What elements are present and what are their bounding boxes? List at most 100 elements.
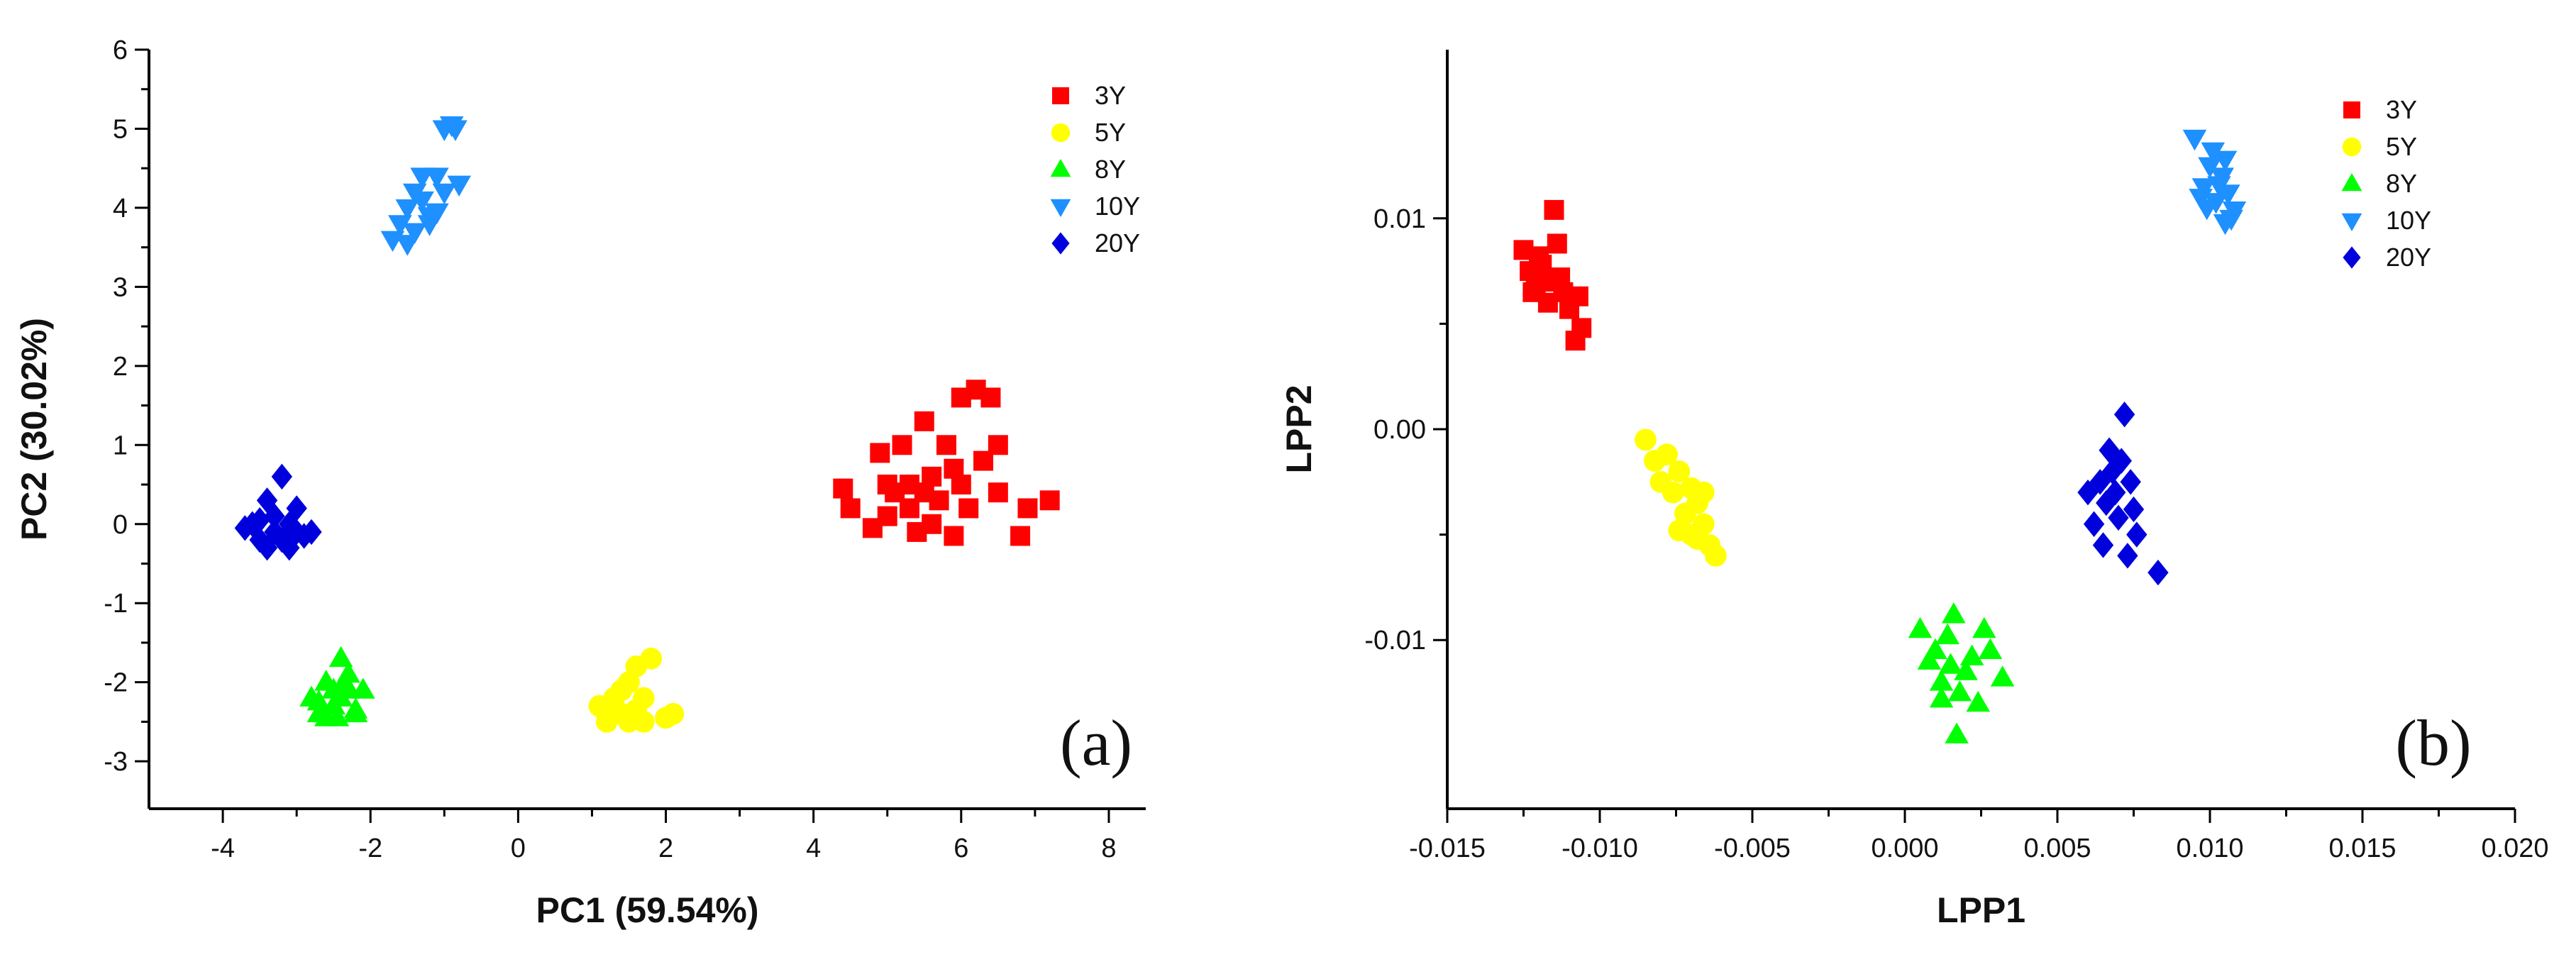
data-point-3Y bbox=[1547, 233, 1567, 254]
data-point-8Y bbox=[321, 677, 346, 699]
data-point-5Y bbox=[1662, 481, 1684, 504]
y-tick-label: 0 bbox=[113, 510, 128, 540]
data-point-10Y bbox=[432, 183, 457, 205]
data-point-20Y bbox=[2077, 479, 2099, 506]
legend-marker-5Y bbox=[1051, 123, 1071, 143]
data-point-3Y bbox=[840, 498, 861, 519]
data-point-20Y bbox=[293, 523, 315, 549]
data-point-8Y bbox=[1923, 638, 1947, 659]
data-point-5Y bbox=[1680, 477, 1703, 499]
data-point-20Y bbox=[2108, 504, 2129, 531]
data-point-8Y bbox=[1908, 616, 1933, 638]
data-point-20Y bbox=[271, 526, 293, 553]
data-point-3Y bbox=[1568, 286, 1588, 306]
data-point-20Y bbox=[271, 463, 293, 490]
series-3Y bbox=[833, 380, 1060, 546]
x-tick-label: 0 bbox=[511, 834, 526, 863]
data-point-8Y bbox=[1966, 690, 1990, 712]
y-tick-label: 3 bbox=[113, 272, 128, 302]
x-tick-label: -0.015 bbox=[1409, 834, 1486, 863]
legend-marker-20Y bbox=[1051, 232, 1070, 255]
data-point-8Y bbox=[1947, 680, 1972, 702]
data-point-20Y bbox=[301, 519, 322, 546]
data-point-8Y bbox=[343, 701, 368, 723]
data-point-5Y bbox=[662, 702, 685, 725]
data-point-8Y bbox=[1954, 659, 1978, 680]
data-point-5Y bbox=[1635, 428, 1657, 451]
y-tick-label: 0.00 bbox=[1373, 415, 1426, 445]
y-tick-label: -2 bbox=[104, 668, 128, 698]
data-point-5Y bbox=[1656, 443, 1679, 466]
data-point-3Y bbox=[1017, 498, 1038, 519]
data-point-8Y bbox=[1942, 602, 1966, 624]
data-point-8Y bbox=[1990, 665, 2015, 687]
x-tick-label: 0.005 bbox=[2023, 834, 2091, 863]
data-point-10Y bbox=[2191, 178, 2216, 199]
data-point-8Y bbox=[1959, 644, 1984, 665]
data-point-8Y bbox=[1935, 623, 1959, 645]
series-20Y bbox=[234, 463, 322, 561]
data-point-3Y bbox=[1532, 255, 1552, 275]
panel-label: (b) bbox=[2395, 707, 2471, 779]
x-tick-label: 0.000 bbox=[1871, 834, 1938, 863]
data-point-20Y bbox=[2105, 479, 2126, 506]
x-tick-label: 4 bbox=[806, 834, 821, 863]
legend-label: 8Y bbox=[1095, 155, 1126, 184]
legend: 3Y 5Y 8Y 10Y 20Y bbox=[2341, 95, 2431, 272]
legend-label: 20Y bbox=[2386, 243, 2431, 272]
legend-marker-20Y bbox=[2343, 246, 2361, 269]
data-point-5Y bbox=[632, 710, 655, 733]
data-point-3Y bbox=[951, 387, 971, 408]
data-point-10Y bbox=[395, 235, 420, 256]
data-point-10Y bbox=[425, 203, 449, 224]
y-tick-label: -3 bbox=[104, 747, 128, 777]
data-point-3Y bbox=[833, 478, 853, 499]
legend-marker-8Y bbox=[1050, 159, 1071, 177]
data-point-20Y bbox=[2147, 559, 2169, 586]
series-8Y bbox=[299, 646, 375, 726]
data-point-8Y bbox=[1945, 722, 1969, 743]
series-8Y bbox=[1908, 602, 2015, 743]
x-tick-label: -0.005 bbox=[1714, 834, 1791, 863]
series-20Y bbox=[2077, 401, 2169, 586]
y-tick-label: 5 bbox=[113, 114, 128, 144]
data-point-3Y bbox=[980, 387, 1001, 408]
data-point-10Y bbox=[443, 120, 468, 141]
data-point-10Y bbox=[447, 175, 471, 197]
x-tick-label: -0.010 bbox=[1561, 834, 1638, 863]
data-point-20Y bbox=[249, 507, 270, 533]
data-point-8Y bbox=[332, 670, 357, 691]
y-tick-label: -0.01 bbox=[1364, 626, 1426, 655]
legend-marker-10Y bbox=[2341, 213, 2362, 231]
legend-marker-10Y bbox=[1050, 199, 1071, 217]
data-point-20Y bbox=[2123, 496, 2145, 523]
data-point-20Y bbox=[2120, 469, 2141, 495]
data-point-20Y bbox=[286, 495, 307, 521]
data-point-10Y bbox=[410, 167, 434, 189]
data-point-10Y bbox=[402, 183, 427, 205]
series-10Y bbox=[2182, 129, 2247, 236]
x-axis-title: LPP1 bbox=[1937, 890, 2025, 930]
x-tick-label: 6 bbox=[953, 834, 968, 863]
data-point-8Y bbox=[1972, 616, 1996, 638]
data-point-8Y bbox=[1929, 686, 1954, 708]
x-tick-label: -2 bbox=[358, 834, 382, 863]
y-tick-label: 2 bbox=[113, 352, 128, 382]
data-point-3Y bbox=[1525, 275, 1546, 296]
data-point-3Y bbox=[988, 435, 1008, 455]
data-point-20Y bbox=[2117, 543, 2138, 569]
data-point-3Y bbox=[1010, 526, 1031, 546]
series-3Y bbox=[1513, 199, 1592, 351]
legend-marker-5Y bbox=[2342, 137, 2362, 157]
data-point-5Y bbox=[1668, 460, 1691, 482]
data-point-8Y bbox=[1978, 638, 2003, 659]
legend-label: 5Y bbox=[2386, 132, 2417, 161]
data-point-8Y bbox=[325, 705, 350, 726]
x-tick-label: 0.010 bbox=[2176, 834, 2243, 863]
panel-label: (a) bbox=[1060, 707, 1132, 779]
x-tick-label: 8 bbox=[1101, 834, 1116, 863]
y-axis-title: LPP2 bbox=[1279, 385, 1319, 473]
data-point-3Y bbox=[936, 435, 956, 455]
data-point-20Y bbox=[264, 519, 285, 546]
data-point-3Y bbox=[877, 475, 897, 495]
